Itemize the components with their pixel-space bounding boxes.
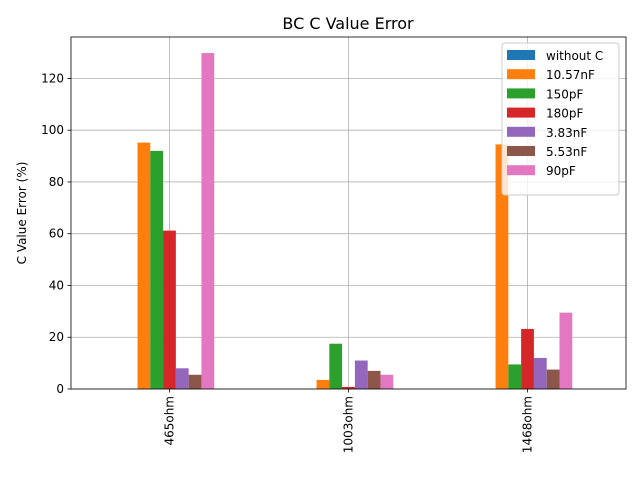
y-tick-label: 120 [41, 71, 64, 85]
bar [201, 53, 215, 389]
y-tick-label: 20 [49, 330, 64, 344]
chart-title: BC C Value Error [282, 14, 414, 33]
bar [316, 379, 330, 389]
legend-label: 10.57nF [546, 68, 595, 82]
legend-label: 150pF [546, 87, 584, 101]
bar [137, 142, 151, 389]
x-tick-label: 465ohm [162, 396, 176, 446]
legend-label: without C [546, 49, 603, 63]
legend-swatch [507, 146, 535, 156]
bar [559, 312, 573, 389]
bar [380, 374, 394, 389]
bar [367, 370, 381, 389]
legend-swatch [507, 88, 535, 99]
x-tick-label: 1468ohm [521, 396, 535, 453]
legend-swatch [507, 126, 535, 137]
y-axis-label: C Value Error (%) [15, 162, 29, 265]
bar [329, 343, 343, 389]
y-tick-label: 40 [49, 278, 64, 292]
bar [163, 230, 176, 389]
legend-box [501, 42, 620, 196]
y-tick-label: 80 [49, 175, 64, 189]
legend-swatch [507, 165, 535, 176]
legend-swatch [507, 69, 535, 80]
bar [521, 328, 534, 389]
y-tick-label: 60 [49, 227, 64, 241]
legend: without C 10.57nF 150pF 180pF 3.83nF 5.53nF 90… [501, 42, 620, 196]
bar [150, 150, 164, 389]
bar [546, 369, 560, 389]
bar [495, 144, 509, 389]
legend-swatch [507, 107, 535, 118]
legend-swatch [507, 50, 535, 60]
bar [188, 374, 202, 389]
bars [137, 53, 573, 389]
legend-label: 5.53nF [546, 145, 587, 159]
bar [533, 357, 547, 389]
bar [508, 364, 522, 389]
legend-label: 90pF [546, 164, 576, 178]
bar [342, 386, 355, 389]
legend-label: 180pF [546, 107, 584, 121]
y-tick-label: 0 [56, 382, 64, 396]
bar [175, 368, 189, 389]
bar [354, 360, 368, 389]
y-tick-label: 100 [41, 123, 64, 137]
x-tick-label: 1003ohm [342, 396, 356, 453]
y-axis: 0 20 40 60 80 100 120 [41, 71, 71, 396]
x-axis: 465ohm 1003ohm 1468ohm [162, 389, 535, 453]
legend-label: 3.83nF [546, 126, 587, 140]
